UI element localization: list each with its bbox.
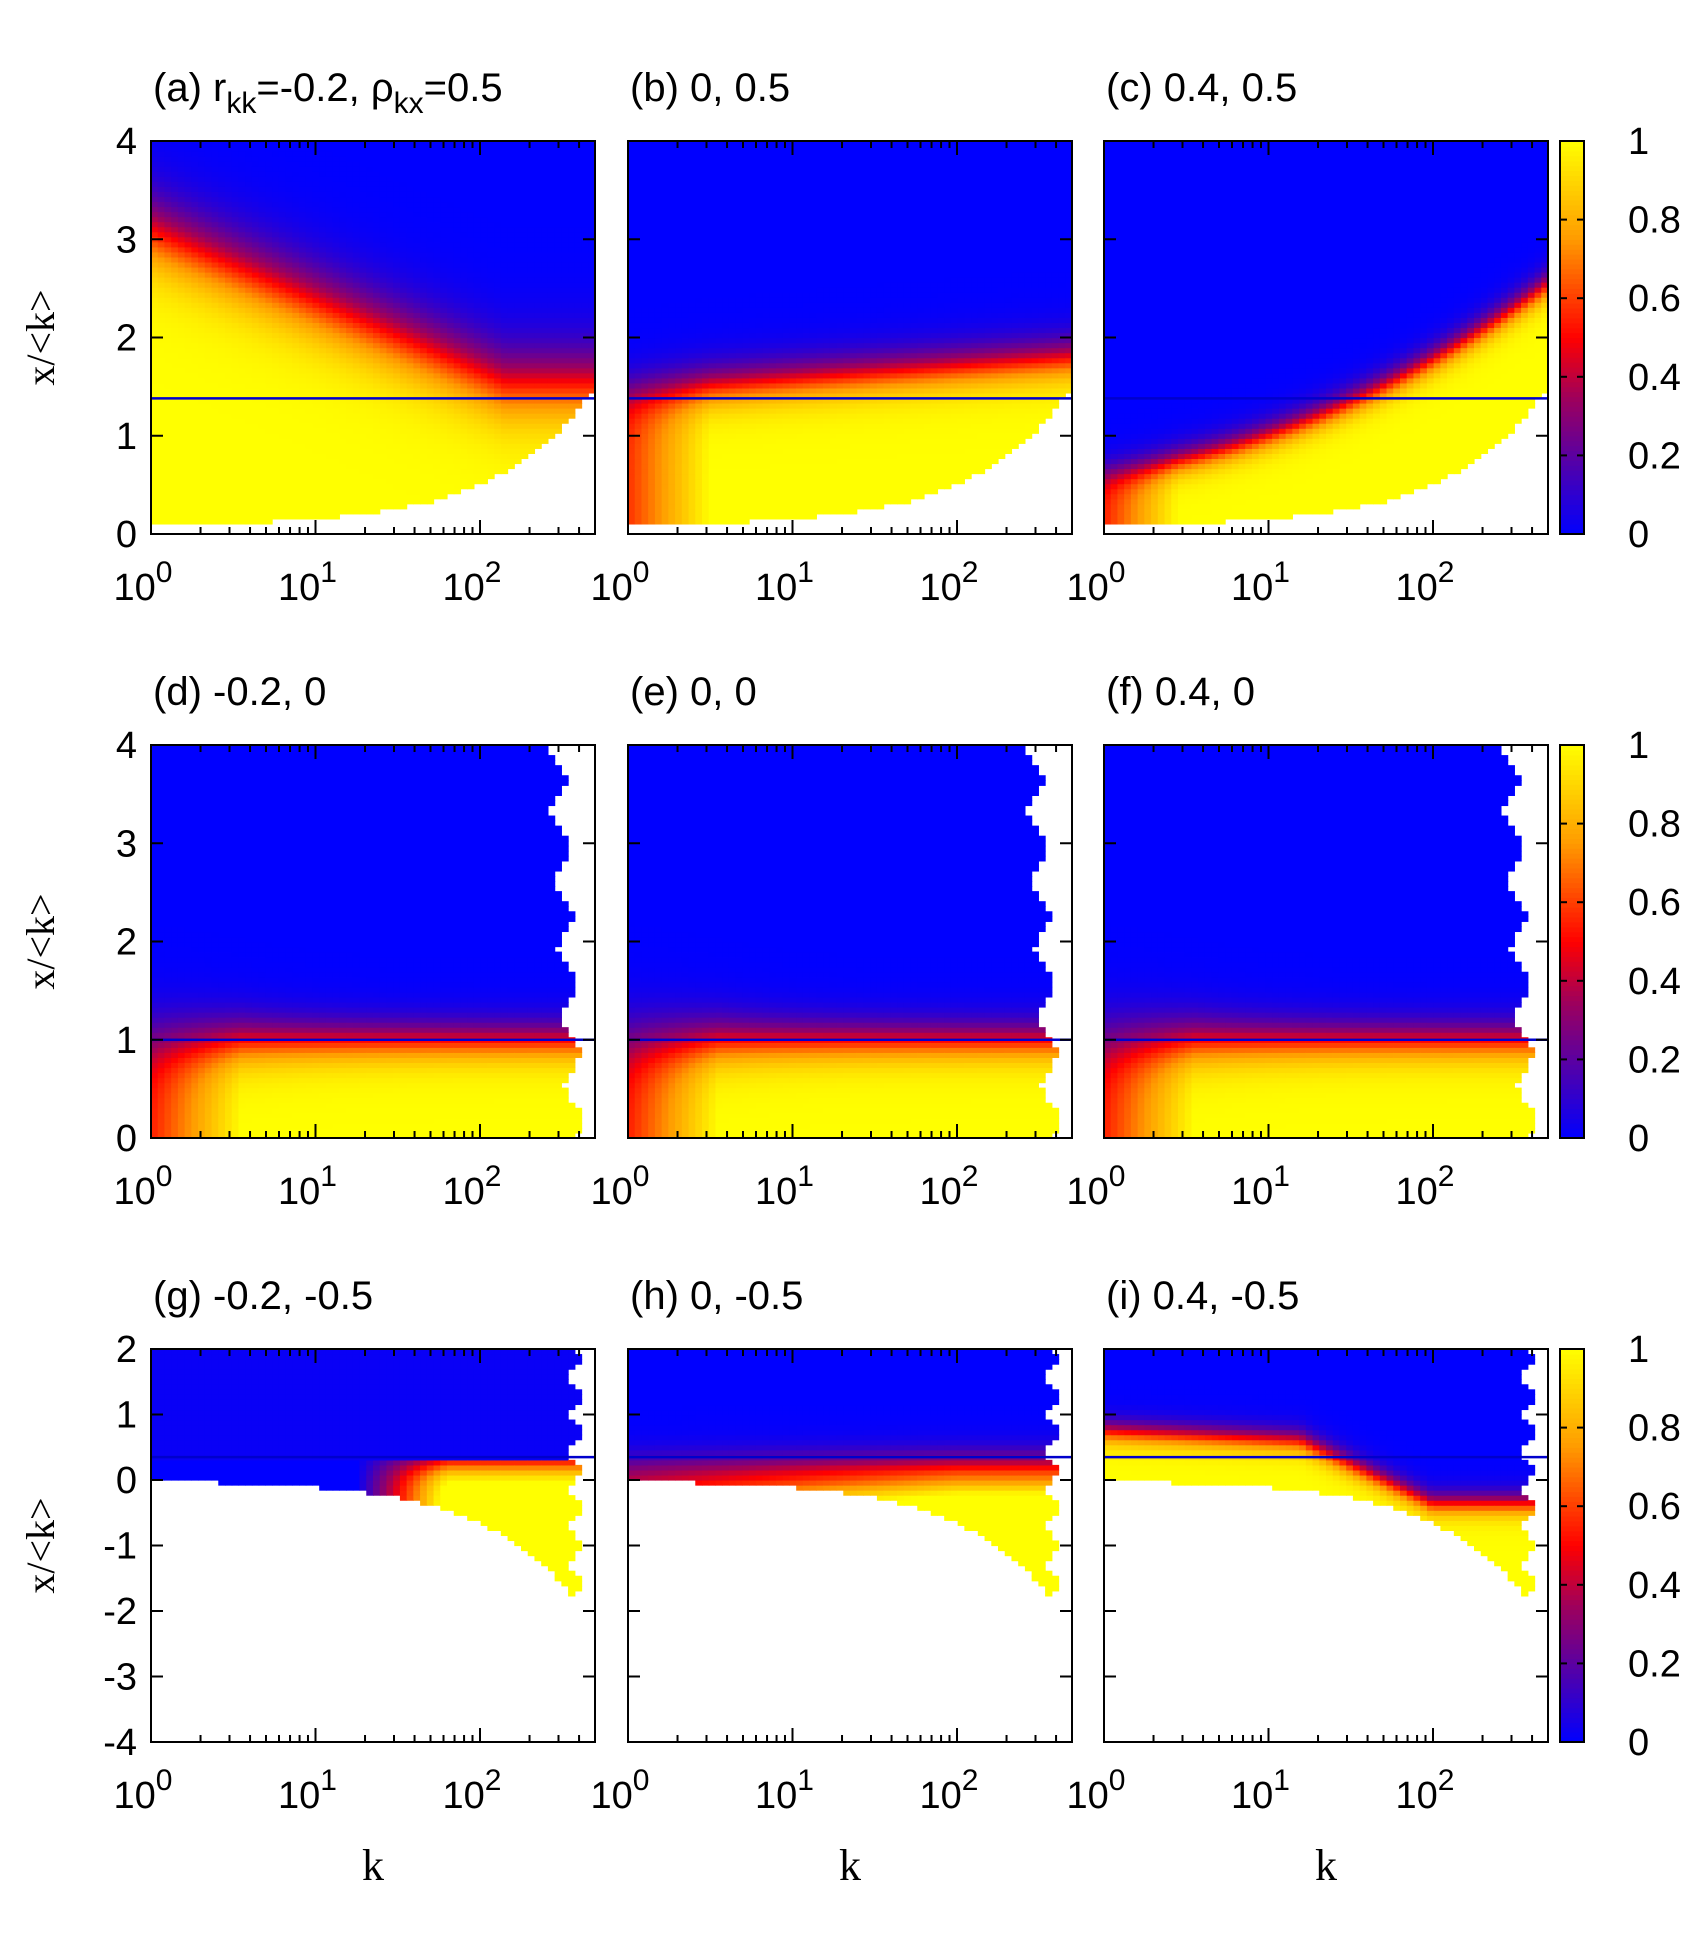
y-axis-label: x/<k> <box>18 289 63 385</box>
colorbar-tick-label: 0 <box>1628 514 1649 556</box>
x-tick-label: 102 <box>920 1160 979 1213</box>
x-tick-label: 100 <box>591 556 650 609</box>
x-tick-label: 102 <box>920 1764 979 1817</box>
y-axis-label: x/<k> <box>18 1497 63 1593</box>
panel-title-b: (b) 0, 0.5 <box>630 66 790 110</box>
panel-title-f: (f) 0.4, 0 <box>1106 670 1255 714</box>
y-tick-label: 4 <box>116 725 137 767</box>
heatmap-g <box>151 1349 583 1597</box>
x-tick-label: 102 <box>1396 1160 1455 1213</box>
x-tick-label: 101 <box>278 556 337 609</box>
x-tick-label: 100 <box>114 556 173 609</box>
x-tick-label: 100 <box>114 1160 173 1213</box>
colorbar-tick-label: 0 <box>1628 1722 1649 1764</box>
colorbar-tick-label: 1 <box>1628 1329 1649 1371</box>
colorbar-tick-label: 0.8 <box>1628 200 1681 242</box>
y-tick-label: 0 <box>116 1118 137 1160</box>
colorbar-tick-label: 0.6 <box>1628 278 1681 320</box>
colorbar-tick-label: 0.2 <box>1628 435 1681 477</box>
x-tick-label: 101 <box>1231 556 1290 609</box>
x-tick-label: 102 <box>1396 556 1455 609</box>
y-tick-label: 3 <box>116 219 137 261</box>
x-tick-label: 101 <box>1231 1160 1290 1213</box>
y-tick-label: 4 <box>116 121 137 163</box>
x-axis-label: k <box>839 1841 861 1890</box>
colorbar-tick-label: 1 <box>1628 725 1649 767</box>
heatmap-b <box>628 141 1072 525</box>
colorbar-tick-label: 0.2 <box>1628 1039 1681 1081</box>
colorbar-tick-label: 0.8 <box>1628 804 1681 846</box>
x-tick-label: 102 <box>920 556 979 609</box>
x-tick-label: 101 <box>755 1764 814 1817</box>
y-tick-label: 1 <box>116 416 137 458</box>
x-tick-label: 100 <box>114 1764 173 1817</box>
x-tick-label: 100 <box>1067 1764 1126 1817</box>
x-tick-label: 102 <box>443 1160 502 1213</box>
x-axis-label: k <box>362 1841 384 1890</box>
colorbar-tick-label: 0 <box>1628 1118 1649 1160</box>
heatmap-h <box>628 1349 1060 1597</box>
y-tick-label: 1 <box>116 1395 137 1437</box>
x-tick-label: 101 <box>755 556 814 609</box>
panel-d: 0 1 2 3 4 100 101 102 (d) -0.2, 0 x/<k> <box>18 670 596 1213</box>
y-tick-label: 0 <box>116 1460 137 1502</box>
colorbar-f: 0 0.2 0.4 0.6 0.8 1 <box>1559 725 1681 1160</box>
y-tick-label: 1 <box>116 1020 137 1062</box>
y-tick-label: -2 <box>103 1591 137 1633</box>
panel-g: -4 -3 -2 -1 0 1 2 100 101 102 (g) -0.2, -0.5 x/<k> k <box>18 1274 596 1890</box>
panel-title-g: (g) -0.2, -0.5 <box>153 1274 373 1318</box>
y-tick-label: 3 <box>116 823 137 865</box>
colorbar-tick-label: 1 <box>1628 121 1649 163</box>
panel-f: 100 101 102 (f) 0.4, 0 0 0.2 0.4 0.6 0.8 1 <box>1067 670 1681 1213</box>
heatmap-c <box>1104 141 1548 525</box>
panel-title-c: (c) 0.4, 0.5 <box>1106 66 1297 110</box>
colorbar-tick-label: 0.6 <box>1628 882 1681 924</box>
colorbar-c: 0 0.2 0.4 0.6 0.8 1 <box>1559 121 1681 556</box>
panel-b: 100 101 102 (b) 0, 0.5 <box>591 66 1073 609</box>
x-tick-label: 100 <box>1067 1160 1126 1213</box>
x-tick-label: 101 <box>1231 1764 1290 1817</box>
colorbar-tick-label: 0.6 <box>1628 1486 1681 1528</box>
colorbar-tick-label: 0.2 <box>1628 1643 1681 1685</box>
colorbar-tick-label: 0.4 <box>1628 961 1681 1003</box>
x-tick-label: 100 <box>1067 556 1126 609</box>
y-tick-label: 2 <box>116 922 137 964</box>
heatmap-a <box>151 141 595 525</box>
panel-h: 100 101 102 (h) 0, -0.5 k <box>591 1274 1073 1890</box>
y-tick-label: 2 <box>116 1329 137 1371</box>
x-tick-label: 102 <box>443 1764 502 1817</box>
heatmap-d <box>151 745 583 1138</box>
colorbar-tick-label: 0.4 <box>1628 357 1681 399</box>
x-tick-label: 100 <box>591 1764 650 1817</box>
x-tick-label: 101 <box>278 1764 337 1817</box>
y-tick-label: 0 <box>116 514 137 556</box>
panel-title-a: (a) rkk=-0.2, ρkx=0.5 <box>153 66 503 120</box>
panel-e: 100 101 102 (e) 0, 0 <box>591 670 1073 1213</box>
colorbar-tick-label: 0.8 <box>1628 1408 1681 1450</box>
x-tick-label: 101 <box>755 1160 814 1213</box>
panel-title-d: (d) -0.2, 0 <box>153 670 326 714</box>
x-axis-label: k <box>1315 1841 1337 1890</box>
panel-title-i: (i) 0.4, -0.5 <box>1106 1274 1299 1318</box>
panel-i: 100 101 102 (i) 0.4, -0.5 k 0 0.2 0.4 0.6 0.8 1 <box>1067 1274 1681 1890</box>
x-tick-label: 101 <box>278 1160 337 1213</box>
y-tick-label: -4 <box>103 1722 137 1764</box>
y-tick-label: -3 <box>103 1657 137 1699</box>
y-tick-label: 2 <box>116 318 137 360</box>
x-tick-label: 100 <box>591 1160 650 1213</box>
heatmap-f <box>1104 745 1536 1138</box>
heatmap-e <box>628 745 1060 1138</box>
x-tick-label: 102 <box>1396 1764 1455 1817</box>
panel-title-h: (h) 0, -0.5 <box>630 1274 803 1318</box>
y-axis-label: x/<k> <box>18 893 63 989</box>
colorbar-i: 0 0.2 0.4 0.6 0.8 1 <box>1559 1329 1681 1764</box>
colorbar-tick-label: 0.4 <box>1628 1565 1681 1607</box>
panel-a: 0 1 2 3 4 100 101 102 (a) rkk=-0.2, ρkx=0.5 x/<k> <box>18 66 596 609</box>
heatmap-i <box>1104 1349 1536 1597</box>
panel-c: 100 101 102 (c) 0.4, 0.5 0 0.2 0.4 0.6 0.8 1 <box>1067 66 1681 609</box>
panel-title-e: (e) 0, 0 <box>630 670 757 714</box>
y-tick-label: -1 <box>103 1526 137 1568</box>
x-tick-label: 102 <box>443 556 502 609</box>
